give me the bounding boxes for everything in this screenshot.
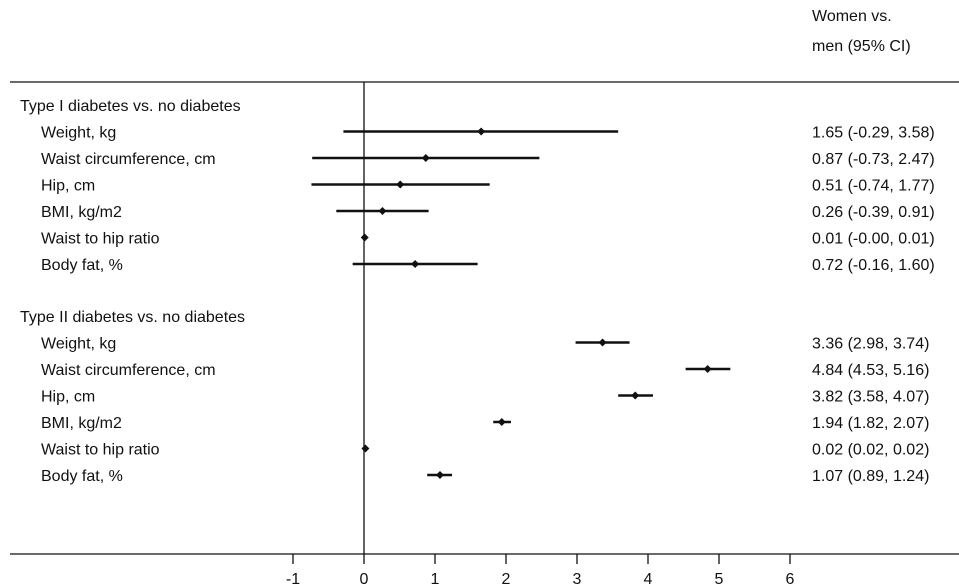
x-tick-label: 2 (502, 571, 511, 587)
x-tick-label: 6 (786, 571, 795, 587)
estimate-text: 0.01 (-0.00, 0.01) (812, 231, 935, 248)
x-tick-label: -1 (286, 571, 300, 587)
point-estimate (477, 127, 486, 136)
point-estimate (435, 471, 444, 479)
column-header-line-1: Women vs. (812, 8, 892, 25)
row-label: BMI, kg/m2 (41, 204, 122, 221)
estimate-text: 1.94 (1.82, 2.07) (812, 415, 929, 432)
forest-rows: Type I diabetes vs. no diabetes Weight, k… (20, 98, 935, 485)
group-heading: Type II diabetes vs. no diabetes (20, 309, 245, 326)
column-header-line-2: men (95% CI) (812, 38, 911, 55)
point-estimate (411, 260, 420, 268)
row-label: Hip, cm (41, 389, 95, 406)
x-tick-label: 4 (644, 571, 653, 587)
point-estimate (378, 207, 387, 215)
estimate-text: 3.82 (3.58, 4.07) (812, 389, 929, 406)
estimate-text: 1.07 (0.89, 1.24) (812, 468, 929, 485)
x-tick-label: 5 (715, 571, 724, 587)
estimate-text: 0.72 (-0.16, 1.60) (812, 257, 935, 274)
point-estimate (598, 338, 607, 347)
point-estimate (360, 233, 369, 242)
estimate-text: 0.26 (-0.39, 0.91) (812, 204, 935, 221)
x-tick-label: 0 (360, 571, 369, 587)
x-axis-ticks: -1 0 1 2 3 4 5 6 (286, 554, 795, 587)
x-tick-label: 3 (573, 571, 582, 587)
point-estimate (497, 418, 506, 426)
estimate-text: 3.36 (2.98, 3.74) (812, 336, 929, 353)
row-label: Body fat, % (41, 468, 123, 485)
row-label: Body fat, % (41, 257, 123, 274)
row-label: Weight, kg (41, 125, 116, 142)
row-label: Hip, cm (41, 178, 95, 195)
point-estimate (631, 391, 640, 400)
point-estimate (396, 180, 405, 189)
estimate-text: 4.84 (4.53, 5.16) (812, 362, 929, 379)
row-label: Weight, kg (41, 336, 116, 353)
estimate-text: 0.02 (0.02, 0.02) (812, 442, 929, 459)
estimate-text: 1.65 (-0.29, 3.58) (812, 125, 935, 142)
row-label: Waist to hip ratio (41, 442, 160, 459)
row-label: Waist circumference, cm (41, 362, 216, 379)
row-label: Waist to hip ratio (41, 231, 160, 248)
row-label: Waist circumference, cm (41, 151, 216, 168)
group-heading: Type I diabetes vs. no diabetes (20, 98, 241, 115)
estimate-text: 0.51 (-0.74, 1.77) (812, 178, 935, 195)
estimate-text: 0.87 (-0.73, 2.47) (812, 151, 935, 168)
point-estimate (703, 365, 712, 373)
point-estimate (361, 444, 370, 453)
point-estimate (421, 154, 430, 162)
x-tick-label: 1 (431, 571, 440, 587)
row-label: BMI, kg/m2 (41, 415, 122, 432)
